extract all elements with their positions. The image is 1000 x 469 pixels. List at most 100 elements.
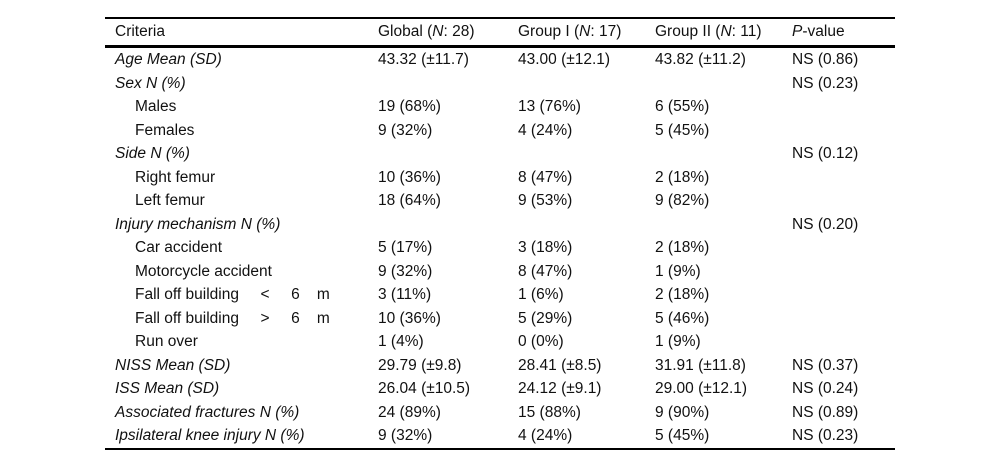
row-label: Males bbox=[135, 98, 177, 115]
cell-pvalue bbox=[782, 189, 895, 213]
table-row: Fall off building < 6 m 3 (11%) 1 (6%) 2 (1… bbox=[105, 283, 895, 307]
row-label: ISS Mean (SD) bbox=[115, 380, 220, 397]
cell-group1: 28.41 (±8.5) bbox=[518, 356, 602, 374]
cell-pvalue: NS (0.89) bbox=[792, 403, 859, 421]
cell-group1: 24.12 (±9.1) bbox=[518, 380, 602, 397]
cell-pvalue bbox=[782, 119, 895, 143]
cell-global: 10 (36%) bbox=[378, 168, 441, 186]
cell-global: 43.32 (±11.7) bbox=[378, 51, 469, 68]
cell-pvalue: NS (0.37) bbox=[792, 356, 859, 374]
cell-group1: 4 (24%) bbox=[518, 121, 573, 139]
cell-group2 bbox=[645, 213, 782, 237]
table-row: Injury mechanism N (%) NS (0.20) bbox=[105, 213, 895, 237]
cell-pvalue bbox=[782, 307, 895, 331]
table-row: Right femur 10 (36%) 8 (47%) 2 (18%) bbox=[105, 166, 895, 190]
cell-pvalue: NS (0.24) bbox=[792, 380, 859, 397]
cell-group2 bbox=[645, 72, 782, 96]
cell-group1: 13 (76%) bbox=[518, 98, 581, 115]
demographics-table: Criteria Global (N: 28) Group I (N: 17) Gro… bbox=[105, 17, 895, 450]
cell-group2: 2 (18%) bbox=[655, 239, 710, 256]
cell-group1: 4 (24%) bbox=[518, 427, 573, 444]
cell-global: 1 (4%) bbox=[378, 333, 424, 350]
cell-group1: 15 (88%) bbox=[518, 403, 581, 421]
cell-group2: 2 (18%) bbox=[655, 168, 710, 186]
cell-pvalue: NS (0.86) bbox=[792, 51, 859, 68]
cell-global: 10 (36%) bbox=[378, 309, 441, 327]
column-header-2: Group I (N: 17) bbox=[518, 23, 622, 40]
cell-group2: 1 (9%) bbox=[655, 262, 701, 280]
row-label: Ipsilateral knee injury N (%) bbox=[115, 427, 305, 444]
table-row: Fall off building > 6 m 10 (36%) 5 (29%) 5 … bbox=[105, 307, 895, 331]
cell-group2: 9 (82%) bbox=[655, 192, 710, 209]
cell-group1: 3 (18%) bbox=[518, 239, 573, 256]
cell-group2: 43.82 (±11.2) bbox=[655, 51, 746, 68]
row-label: Motorcycle accident bbox=[135, 262, 272, 280]
table-row: Sex N (%) NS (0.23) bbox=[105, 72, 895, 96]
cell-global: 9 (32%) bbox=[378, 262, 433, 280]
row-label: Car accident bbox=[135, 239, 223, 256]
table-row: NISS Mean (SD) 29.79 (±9.8) 28.41 (±8.5) 31… bbox=[105, 354, 895, 378]
cell-global: 26.04 (±10.5) bbox=[378, 380, 471, 397]
table-row: Males 19 (68%) 13 (76%) 6 (55%) bbox=[105, 95, 895, 119]
table-row: ISS Mean (SD) 26.04 (±10.5) 24.12 (±9.1) 29… bbox=[105, 377, 895, 401]
cell-global bbox=[368, 142, 508, 166]
column-header-3: Group II (N: 11) bbox=[655, 23, 762, 40]
column-header-0: Criteria bbox=[115, 23, 165, 40]
cell-pvalue: NS (0.20) bbox=[792, 215, 859, 233]
cell-group2: 5 (46%) bbox=[655, 309, 710, 327]
cell-group1: 8 (47%) bbox=[518, 168, 573, 186]
cell-group2: 5 (45%) bbox=[655, 121, 710, 139]
cell-global: 29.79 (±9.8) bbox=[378, 356, 462, 374]
cell-group2: 5 (45%) bbox=[655, 427, 710, 444]
cell-global: 5 (17%) bbox=[378, 239, 433, 256]
cell-group1 bbox=[508, 142, 645, 166]
cell-pvalue bbox=[782, 95, 895, 119]
cell-group1: 8 (47%) bbox=[518, 262, 573, 280]
cell-group2: 2 (18%) bbox=[655, 286, 710, 303]
cell-group2: 29.00 (±12.1) bbox=[655, 380, 748, 397]
cell-pvalue bbox=[782, 283, 895, 307]
cell-global: 9 (32%) bbox=[378, 121, 433, 139]
table-row: Run over 1 (4%) 0 (0%) 1 (9%) bbox=[105, 330, 895, 354]
cell-global: 19 (68%) bbox=[378, 98, 441, 115]
row-label: Right femur bbox=[135, 168, 216, 186]
cell-global: 18 (64%) bbox=[378, 192, 441, 209]
cell-pvalue bbox=[782, 166, 895, 190]
row-label: Females bbox=[135, 121, 195, 139]
cell-global: 3 (11%) bbox=[378, 286, 432, 303]
table-row: Car accident 5 (17%) 3 (18%) 2 (18%) bbox=[105, 236, 895, 260]
row-label: Run over bbox=[135, 333, 198, 350]
cell-group2: 9 (90%) bbox=[655, 403, 710, 421]
cell-group1 bbox=[508, 213, 645, 237]
cell-global bbox=[368, 213, 508, 237]
cell-pvalue bbox=[782, 236, 895, 260]
cell-global bbox=[368, 72, 508, 96]
row-label: Side N (%) bbox=[115, 145, 190, 162]
table-row: Left femur 18 (64%) 9 (53%) 9 (82%) bbox=[105, 189, 895, 213]
row-label: Left femur bbox=[135, 192, 205, 209]
table-body: Age Mean (SD) 43.32 (±11.7) 43.00 (±12.1) 4… bbox=[105, 48, 895, 448]
cell-group2: 31.91 (±11.8) bbox=[655, 356, 746, 374]
row-label: Associated fractures N (%) bbox=[115, 403, 300, 421]
cell-pvalue bbox=[782, 330, 895, 354]
cell-group2: 6 (55%) bbox=[655, 98, 710, 115]
cell-global: 9 (32%) bbox=[378, 427, 433, 444]
cell-group1: 1 (6%) bbox=[518, 286, 564, 303]
cell-group2 bbox=[645, 142, 782, 166]
table-header: Criteria Global (N: 28) Group I (N: 17) Gro… bbox=[105, 19, 895, 48]
row-label: Fall off building < 6 m bbox=[135, 286, 330, 303]
cell-pvalue: NS (0.23) bbox=[792, 427, 859, 444]
cell-group1: 0 (0%) bbox=[518, 333, 564, 350]
column-header-4: P-value bbox=[792, 23, 845, 40]
column-header-1: Global (N: 28) bbox=[378, 23, 475, 40]
row-label: Age Mean (SD) bbox=[115, 51, 222, 68]
table-row: Ipsilateral knee injury N (%) 9 (32%) 4 (2… bbox=[105, 424, 895, 448]
row-label: Sex N (%) bbox=[115, 74, 186, 92]
table-row: Side N (%) NS (0.12) bbox=[105, 142, 895, 166]
cell-pvalue: NS (0.12) bbox=[792, 145, 859, 162]
cell-pvalue: NS (0.23) bbox=[792, 74, 859, 92]
table-row: Associated fractures N (%) 24 (89%) 15 (88… bbox=[105, 401, 895, 425]
table-row: Females 9 (32%) 4 (24%) 5 (45%) bbox=[105, 119, 895, 143]
cell-global: 24 (89%) bbox=[378, 403, 441, 421]
cell-group1: 43.00 (±12.1) bbox=[518, 51, 611, 68]
